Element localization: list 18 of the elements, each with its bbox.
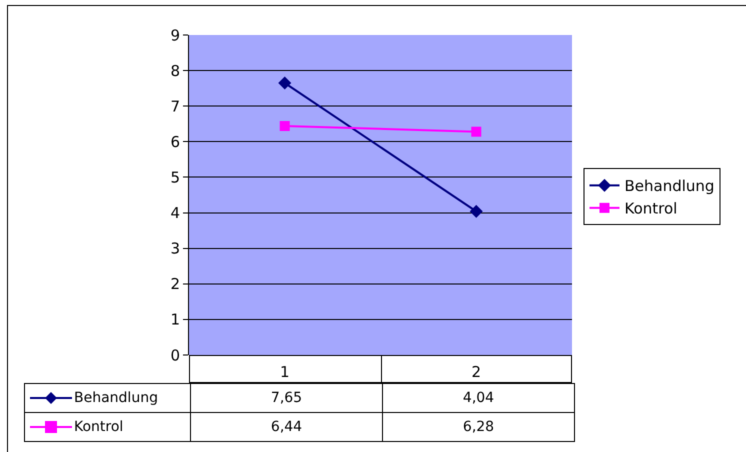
y-tick-label: 8: [170, 62, 180, 80]
text: Behandlung: [74, 390, 158, 406]
y-tick-label: 6: [170, 132, 180, 151]
y-tick-label: 1: [170, 310, 180, 329]
data-label: 6,28: [382, 412, 574, 442]
y-tick-label: 2: [170, 275, 180, 294]
y-tick-label: 4: [170, 204, 180, 222]
y-tick-label: 7: [170, 97, 180, 116]
y-tick-label: 5: [170, 168, 180, 186]
text: Kontrol: [74, 418, 124, 435]
legend-label: Kontrol: [624, 200, 678, 218]
y-tick-label: 3: [170, 240, 180, 258]
y-tick-label: 0: [170, 346, 180, 364]
data-label: 7,65: [190, 384, 382, 412]
legend-label: Behandlung: [624, 177, 714, 196]
data-label: 4,04: [382, 384, 574, 412]
y-tick-label: 9: [170, 26, 180, 44]
data-label: 6,44: [190, 412, 382, 442]
